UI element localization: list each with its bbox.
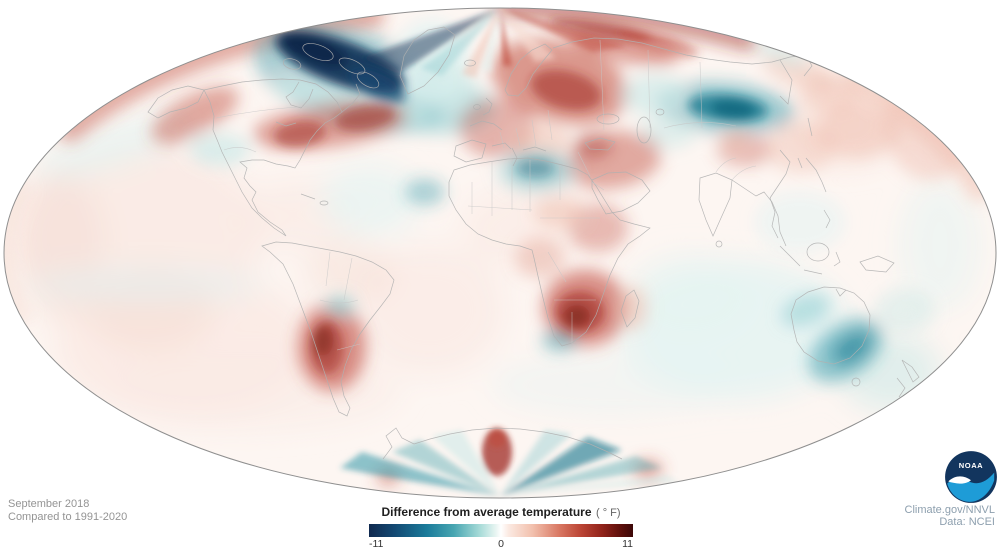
colorbar-gradient — [369, 524, 633, 537]
date-line2: Compared to 1991-2020 — [8, 511, 128, 523]
colorbar-labels: -11 0 11 — [369, 538, 633, 550]
noaa-logo: NOAA — [945, 451, 997, 503]
coastlines — [147, 26, 920, 460]
colorbar: Difference from average temperature ( ° … — [352, 503, 650, 550]
colorbar-min-label: -11 — [369, 538, 384, 550]
noaa-logo-text: NOAA — [959, 461, 983, 470]
colorbar-title-row: Difference from average temperature ( ° … — [352, 503, 650, 521]
south-pole-fan — [340, 428, 680, 496]
north-pole-fan — [361, 8, 690, 78]
colorbar-unit: ( ° F) — [595, 507, 621, 519]
attribution-line2: Data: NCEI — [939, 516, 995, 528]
projection-outline — [3, 7, 997, 499]
noaa-logo-gull-icon — [948, 476, 971, 484]
anomaly-core-layer — [274, 17, 768, 374]
colorbar-max-label: 11 — [622, 538, 633, 550]
date-block: September 2018 Compared to 1991-2020 — [8, 498, 127, 524]
world-map — [3, 7, 997, 499]
colorbar-mid-label: 0 — [498, 538, 504, 550]
attribution-line1: Climate.gov/NNVL — [904, 504, 995, 516]
country-borders — [215, 39, 757, 351]
colorbar-title: Difference from average temperature — [381, 505, 592, 519]
date-line1: September 2018 — [8, 498, 90, 510]
attribution-block: Climate.gov/NNVL Data: NCEI — [905, 504, 995, 528]
